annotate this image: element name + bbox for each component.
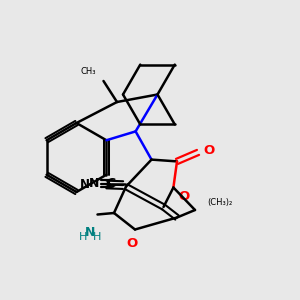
Text: O: O <box>203 144 215 158</box>
Text: O: O <box>126 237 138 250</box>
Text: (CH₃)₂: (CH₃)₂ <box>207 198 232 207</box>
Text: N: N <box>88 177 99 190</box>
Text: N: N <box>80 178 90 191</box>
Text: CH₃: CH₃ <box>80 68 96 76</box>
Text: H: H <box>79 232 87 242</box>
Text: N: N <box>85 226 95 239</box>
Text: H: H <box>93 232 101 242</box>
Text: C: C <box>105 178 114 191</box>
Text: C: C <box>106 177 116 190</box>
Text: O: O <box>178 190 189 203</box>
